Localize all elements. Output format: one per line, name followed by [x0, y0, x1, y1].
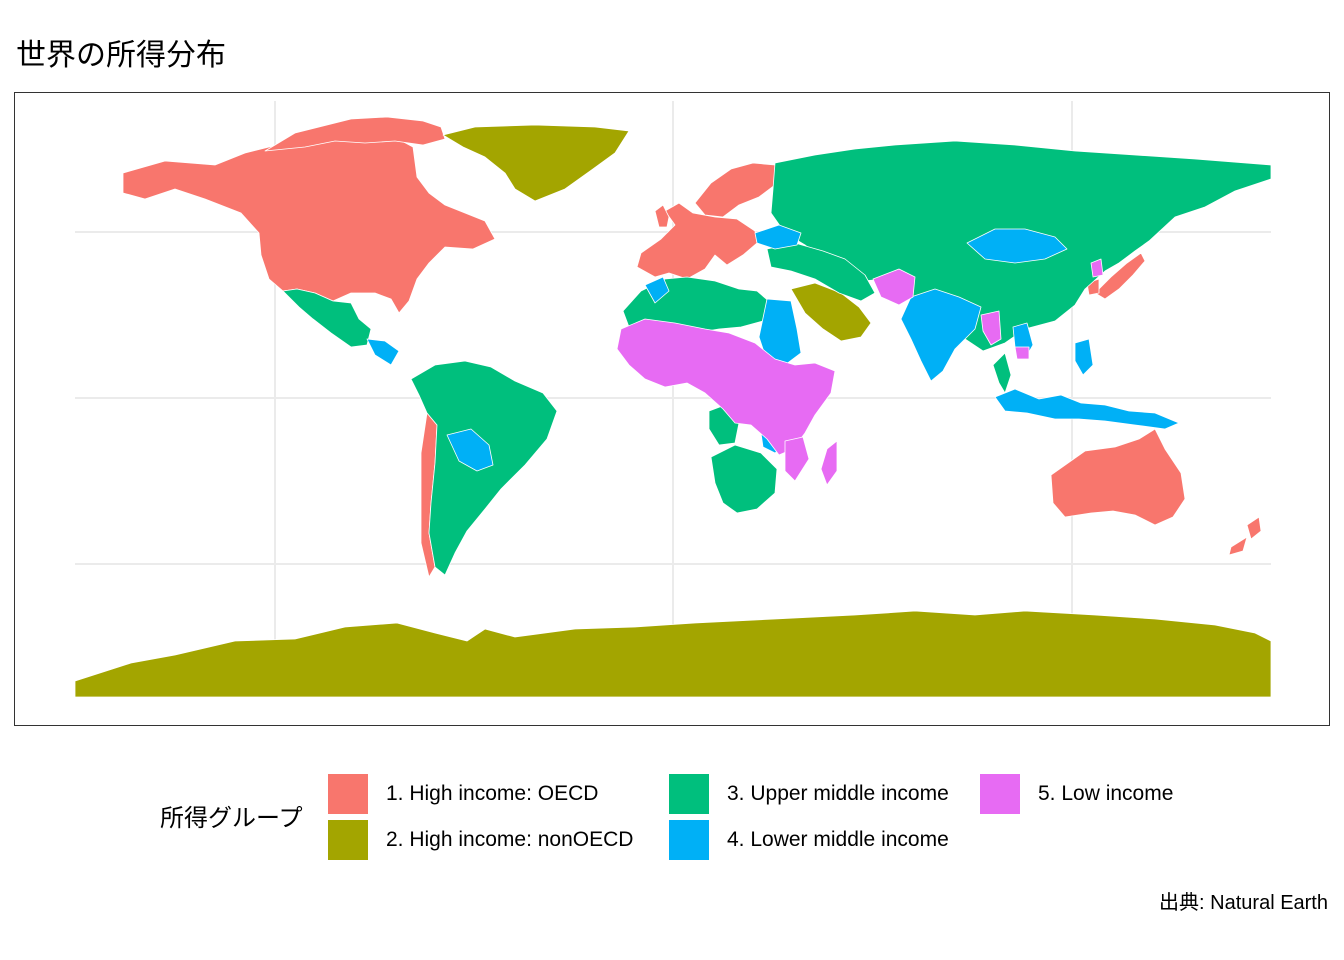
country-afghanistan-pakistan: [872, 268, 916, 306]
country-greenland: [442, 124, 630, 202]
country-antarctica: [74, 610, 1272, 698]
legend-key-low-income: [980, 774, 1020, 814]
country-bolivia-paraguay: [446, 428, 494, 472]
country-europe-west: [636, 202, 758, 280]
legend-item-low-income: 5. Low income: [980, 774, 1173, 814]
legend-key-high-income-oecd: [328, 774, 368, 814]
legend-item-high-income-non-oecd: 2. High income: nonOECD: [328, 820, 633, 860]
legend-label-upper-middle-income: 3. Upper middle income: [727, 782, 949, 805]
country-japan: [1094, 252, 1146, 300]
country-egypt-sudan: [758, 298, 802, 366]
country-cambodia: [1014, 346, 1030, 360]
country-india: [900, 288, 982, 382]
country-mozambique: [784, 436, 810, 482]
country-north-korea: [1090, 258, 1104, 278]
country-australia: [1050, 428, 1186, 526]
country-turkey-iran: [766, 242, 876, 302]
country-mexico: [282, 288, 372, 348]
legend-key-upper-middle-income: [669, 774, 709, 814]
country-ukraine-region: [754, 224, 802, 250]
country-indonesia: [994, 388, 1180, 430]
legend-item-upper-middle-income: 3. Upper middle income: [669, 774, 949, 814]
country-saudi-arabia: [790, 282, 872, 342]
country-mongolia: [966, 228, 1068, 264]
region-high-income-non-oecd: [74, 124, 1272, 698]
legend-label-lower-middle-income: 4. Lower middle income: [727, 828, 949, 851]
country-philippines: [1074, 338, 1094, 376]
country-southern-africa: [710, 444, 778, 514]
legend-label-high-income-oecd: 1. High income: OECD: [386, 782, 599, 805]
country-morocco: [644, 276, 670, 304]
country-scandinavia: [694, 162, 776, 218]
world-map: [74, 101, 1272, 698]
country-myanmar: [980, 310, 1002, 346]
legend-item-high-income-oecd: 1. High income: OECD: [328, 774, 598, 814]
legend-key-high-income-non-oecd: [328, 820, 368, 860]
legend-item-lower-middle-income: 4. Lower middle income: [669, 820, 949, 860]
country-madagascar: [820, 440, 838, 486]
country-canada-arctic-islands: [264, 116, 446, 152]
legend-key-lower-middle-income: [669, 820, 709, 860]
map-title: 世界の所得分布: [16, 38, 226, 73]
legend-label-low-income: 5. Low income: [1038, 782, 1174, 805]
country-new-zealand: [1228, 516, 1262, 556]
region-low-income: [616, 258, 1104, 486]
country-central-america: [366, 338, 400, 366]
source-caption: 出典: Natural Earth: [1159, 892, 1328, 914]
map-panel: [14, 92, 1330, 726]
country-north-america-oecd: [122, 132, 496, 314]
country-thailand-malaysia: [992, 352, 1012, 394]
country-uk: [654, 204, 670, 228]
legend-label-high-income-non-oecd: 2. High income: nonOECD: [386, 828, 634, 851]
legend-title: 所得グループ: [160, 804, 303, 832]
